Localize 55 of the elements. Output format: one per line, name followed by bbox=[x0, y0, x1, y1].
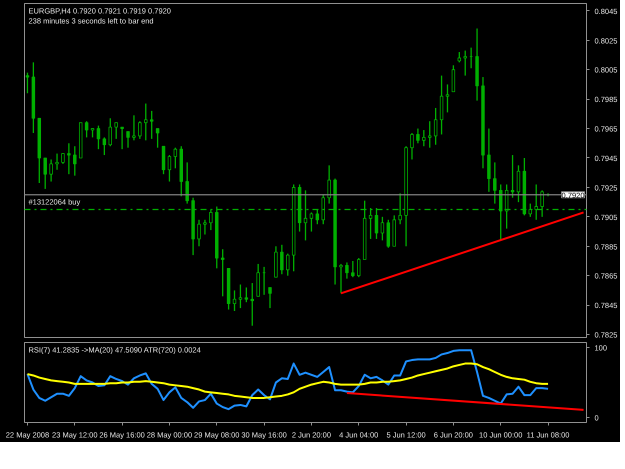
candlestick bbox=[150, 110, 154, 140]
candlestick bbox=[440, 74, 444, 136]
candlestick bbox=[55, 152, 59, 170]
candlestick bbox=[416, 128, 420, 144]
candlestick bbox=[280, 244, 284, 275]
candlestick bbox=[345, 262, 349, 280]
candlestick bbox=[61, 152, 65, 165]
candlestick bbox=[256, 263, 260, 297]
candlestick bbox=[446, 84, 450, 114]
candlestick bbox=[422, 129, 426, 147]
candlestick bbox=[458, 51, 462, 64]
candlestick bbox=[144, 102, 148, 141]
candlestick bbox=[380, 216, 384, 242]
candlestick bbox=[84, 120, 88, 138]
candlestick bbox=[452, 64, 456, 92]
candlestick bbox=[244, 286, 248, 303]
candlestick bbox=[493, 162, 497, 204]
candlestick bbox=[351, 260, 355, 278]
candlestick bbox=[96, 124, 100, 150]
candlestick bbox=[43, 157, 47, 190]
candlestick bbox=[138, 120, 142, 140]
candlestick bbox=[174, 147, 178, 169]
candlestick bbox=[162, 146, 166, 175]
candlestick bbox=[463, 50, 467, 76]
candlestick bbox=[67, 142, 71, 175]
candlestick bbox=[268, 286, 272, 309]
candlestick bbox=[434, 107, 438, 146]
candlestick bbox=[73, 146, 77, 176]
candlestick bbox=[26, 72, 30, 94]
candlestick bbox=[339, 263, 343, 294]
candlestick bbox=[428, 120, 432, 148]
candlestick bbox=[250, 282, 254, 326]
candlestick bbox=[516, 164, 520, 203]
candlestick bbox=[220, 248, 224, 297]
candlestick bbox=[49, 158, 53, 182]
candlestick bbox=[487, 128, 491, 192]
candlestick bbox=[327, 164, 331, 204]
candlestick bbox=[120, 126, 124, 150]
candlestick bbox=[102, 136, 106, 156]
candlestick bbox=[168, 154, 172, 182]
candlestick bbox=[310, 212, 314, 232]
candlestick bbox=[203, 219, 207, 236]
line-series bbox=[26, 362, 550, 399]
candlestick bbox=[386, 219, 390, 248]
candlestick bbox=[108, 118, 112, 147]
candlestick bbox=[185, 162, 189, 204]
candlestick bbox=[156, 128, 160, 148]
candlestick bbox=[238, 284, 242, 309]
candlestick bbox=[114, 122, 118, 140]
candlestick bbox=[132, 114, 136, 141]
candlestick bbox=[126, 130, 130, 148]
candlestick bbox=[357, 257, 360, 278]
candlestick bbox=[286, 252, 290, 276]
line-series bbox=[26, 349, 550, 410]
candlestick bbox=[510, 154, 514, 198]
